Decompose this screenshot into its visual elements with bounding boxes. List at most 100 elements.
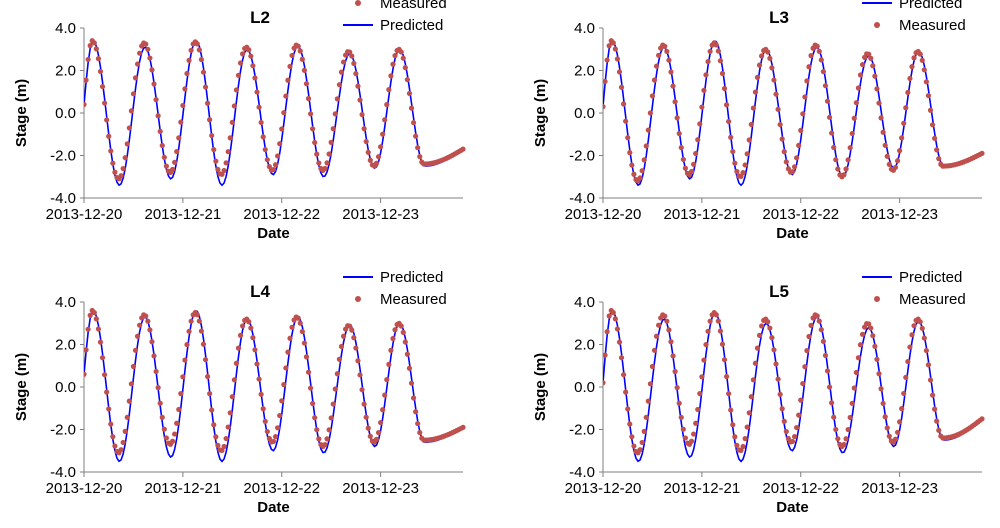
data-point-measured [934,147,940,153]
data-point-measured [417,153,423,160]
data-point-measured [279,398,285,404]
data-point-measured [355,83,361,89]
data-point-measured [656,52,662,58]
data-point-measured [233,87,240,93]
data-point-measured [855,85,862,91]
data-point-measured [159,142,165,149]
data-point-measured [728,407,734,413]
data-point-measured [406,365,413,371]
data-point-measured [275,153,281,159]
data-point-measured [84,101,87,108]
data-point-measured [841,172,847,178]
data-point-measured [649,93,656,99]
data-point-measured [250,63,256,69]
data-point-measured [169,438,176,444]
data-point-measured [664,318,670,324]
x-tick-label: 2013-12-21 [145,480,222,497]
data-point-measured [742,162,748,168]
data-point-measured [870,333,876,339]
data-point-measured [627,421,633,427]
data-point-measured [176,406,182,413]
data-point-measured [110,160,116,166]
data-point-measured [701,87,707,93]
data-point-measured [777,121,783,128]
data-point-measured [118,173,124,179]
data-point-measured [621,372,627,378]
data-point-measured [612,316,618,322]
data-point-measured [826,384,833,390]
data-point-measured [614,56,621,62]
data-point-measured [843,436,849,442]
data-point-measured [662,43,668,49]
y-tick-label: 4.0 [574,294,595,311]
data-point-measured [361,126,367,132]
data-point-measured [919,325,925,331]
data-point-measured [289,52,295,59]
data-point-measured [723,373,730,380]
data-point-measured [110,434,116,440]
data-point-measured [97,68,104,75]
data-point-measured [750,377,756,383]
data-point-measured [880,129,886,135]
data-point-measured [603,78,608,85]
data-point-measured [829,130,835,136]
x-tick-label: 2013-12-23 [342,206,419,223]
data-point-measured [359,387,365,393]
data-point-measured [112,443,118,449]
data-point-measured [340,333,347,339]
data-point-measured [373,436,380,442]
data-point-measured [647,381,653,387]
data-point-measured [901,390,907,397]
data-point-measured [365,149,371,155]
legend-swatch-measured [355,0,361,6]
data-point-measured [668,339,674,345]
x-tick-label: 2013-12-22 [243,206,320,223]
data-point-measured [769,335,775,341]
data-point-measured [246,47,252,53]
data-point-measured [777,391,783,397]
x-tick-label: 2013-12-22 [762,480,839,497]
data-point-measured [314,427,320,433]
data-point-measured [892,164,899,171]
data-point-measured [645,398,651,404]
data-point-measured [207,117,213,123]
x-tick-label: 2013-12-22 [243,480,320,497]
data-point-measured [606,43,612,49]
data-point-measured [691,431,697,437]
data-point-measured [756,62,763,68]
data-point-measured [717,328,724,334]
data-point-measured [627,150,633,156]
data-point-measured [145,46,151,52]
data-point-measured [719,70,726,77]
x-axis-title: Date [257,225,290,242]
data-point-measured [857,342,864,348]
data-point-measured [923,347,929,354]
data-point-measured [693,420,699,426]
data-point-measured [878,386,884,392]
data-point-measured [779,406,785,412]
data-point-measured [283,365,289,371]
data-point-measured [153,368,159,375]
data-point-measured [676,130,682,137]
data-point-measured [759,53,765,59]
x-tick-label: 2013-12-21 [664,206,741,223]
data-point-measured [672,368,678,375]
data-point-measured [157,400,163,406]
data-point-measured [340,59,347,65]
data-point-measured [334,96,340,102]
panel-title: L3 [769,8,789,27]
data-point-measured [415,145,421,151]
data-point-measured [629,434,635,440]
data-point-measured [279,126,285,132]
data-point-measured [213,158,219,164]
data-point-measured [929,122,936,128]
data-point-measured [307,385,314,391]
data-point-measured [886,161,892,167]
y-axis-title: Stage (m) [13,79,30,147]
data-point-measured [884,153,890,159]
x-tick-label: 2013-12-20 [46,206,123,223]
data-point-measured [161,154,167,160]
data-point-measured [378,144,384,150]
data-point-measured [124,141,130,147]
